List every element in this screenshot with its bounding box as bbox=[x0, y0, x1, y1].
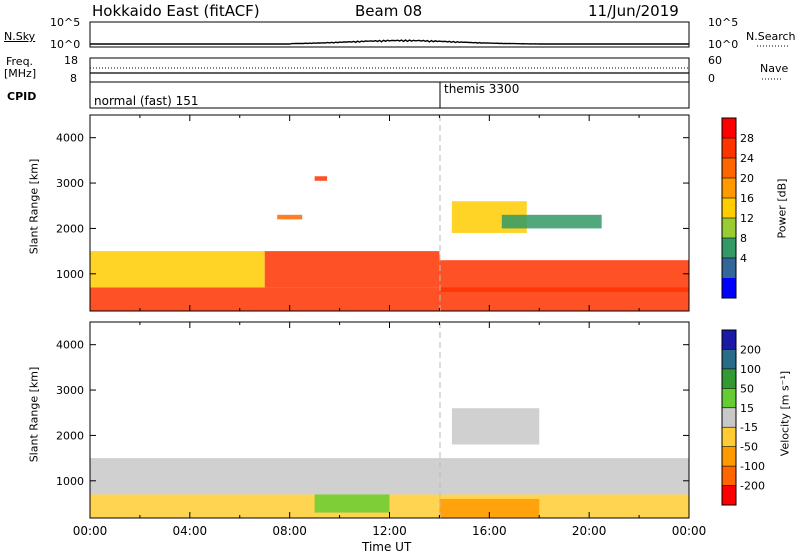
velocity-colorbar-tick-label: -100 bbox=[740, 460, 765, 473]
velocity-colorbar-swatch bbox=[722, 466, 736, 486]
x-tick-label: 20:00 bbox=[572, 524, 607, 538]
y-tick-label: 2000 bbox=[56, 429, 84, 442]
y-tick-label: 3000 bbox=[56, 177, 84, 190]
velocity-colorbar-swatch bbox=[722, 407, 736, 428]
power-colorbar-frame bbox=[721, 117, 737, 299]
velocity-colorbar-swatch bbox=[722, 446, 736, 467]
x-tick-label: 00:00 bbox=[73, 524, 108, 538]
noise-right-tick-top: 10^5 bbox=[708, 16, 739, 29]
velocity-colorbar-swatch bbox=[722, 349, 736, 369]
beam-title: Beam 08 bbox=[355, 2, 423, 20]
power-colorbar-swatch bbox=[722, 218, 736, 238]
power-colorbar-swatch bbox=[722, 138, 736, 158]
cpid-panel-frame bbox=[89, 81, 690, 109]
nave-label: Nave bbox=[760, 62, 789, 75]
velocity-colorbar-tick-label: 50 bbox=[740, 382, 754, 395]
cpid-label: CPID bbox=[7, 90, 37, 103]
x-tick-label: 12:00 bbox=[372, 524, 407, 538]
y-tick-label: 1000 bbox=[56, 268, 84, 281]
heat-region bbox=[439, 260, 689, 292]
heat-region bbox=[501, 214, 602, 229]
y-tick-label: 1000 bbox=[56, 475, 84, 488]
power-colorbar-tick-label: 20 bbox=[740, 172, 754, 185]
power-colorbar-swatch bbox=[722, 278, 736, 298]
power-colorbar-swatch bbox=[722, 118, 736, 138]
velocity-colorbar-tick-label: -15 bbox=[740, 421, 758, 434]
station-title: Hokkaido East (fitACF) bbox=[92, 2, 260, 20]
date-title: 11/Jun/2019 bbox=[588, 2, 679, 20]
cpid-mode-themis: themis 3300 bbox=[444, 82, 520, 96]
heat-region bbox=[314, 494, 390, 513]
power-colorbar-tick-label: 8 bbox=[740, 232, 747, 245]
velocity-heatmap bbox=[90, 408, 689, 518]
x-tick-label: 16:00 bbox=[472, 524, 507, 538]
noise-line bbox=[90, 39, 689, 45]
power-colorbar-tick-label: 24 bbox=[740, 152, 754, 165]
noise-right-tick-bottom: 10^0 bbox=[708, 38, 739, 51]
freq-panel-frame bbox=[89, 57, 690, 83]
power-colorbar-tick-label: 4 bbox=[740, 252, 747, 265]
noise-left-tick-bottom: 10^0 bbox=[50, 38, 81, 51]
noise-left-tick-top: 10^5 bbox=[50, 16, 81, 29]
power-colorbar-tick-label: 12 bbox=[740, 212, 754, 225]
power-colorbar-tick-label: 16 bbox=[740, 192, 754, 205]
noise-panel-frame bbox=[89, 21, 690, 48]
velocity-colorbar-tick-label: 15 bbox=[740, 402, 754, 415]
heat-region bbox=[451, 408, 540, 445]
y-tick-label: 3000 bbox=[56, 384, 84, 397]
velocity-colorbar-swatch bbox=[722, 388, 736, 408]
heat-region bbox=[90, 251, 265, 288]
x-tick-label: 08:00 bbox=[272, 524, 307, 538]
freq-left-tick-top: 18 bbox=[64, 54, 78, 67]
x-axis-label: Time UT bbox=[362, 540, 412, 554]
power-colorbar-swatch bbox=[722, 238, 736, 258]
heat-region bbox=[90, 458, 689, 495]
y-tick-label: 4000 bbox=[56, 339, 84, 352]
freq-right-tick-top: 60 bbox=[708, 54, 722, 67]
velocity-colorbar-tick-label: 200 bbox=[740, 343, 761, 356]
velocity-colorbar-frame bbox=[721, 329, 737, 506]
velocity-colorbar-tick-label: 100 bbox=[740, 363, 761, 376]
velocity-colorbar-tick-label: -50 bbox=[740, 441, 758, 454]
x-tick-label: 00:00 bbox=[672, 524, 707, 538]
noise-search-label: N.Search bbox=[746, 30, 796, 43]
freq-label-1: Freq. bbox=[6, 55, 34, 68]
power-colorbar-swatch bbox=[722, 258, 736, 278]
velocity-colorbar-swatch bbox=[722, 427, 736, 447]
velocity-colorbar-swatch bbox=[722, 330, 736, 350]
power-heatmap bbox=[90, 176, 689, 311]
power-colorbar-swatch bbox=[722, 178, 736, 198]
freq-left-tick-bottom: 8 bbox=[70, 72, 77, 85]
freq-label-2: [MHz] bbox=[4, 67, 37, 80]
heat-region bbox=[314, 176, 328, 181]
x-tick-label: 04:00 bbox=[173, 524, 208, 538]
cpid-mode-normal: normal (fast) 151 bbox=[94, 94, 199, 108]
heat-region bbox=[277, 214, 303, 220]
power-colorbar-swatch bbox=[722, 198, 736, 218]
power-colorbar-tick-label: 28 bbox=[740, 132, 754, 145]
velocity-colorbar-swatch bbox=[722, 485, 736, 505]
velocity-colorbar-tick-label: -200 bbox=[740, 480, 765, 493]
noise-sky-label: N.Sky bbox=[4, 30, 36, 43]
heat-region bbox=[90, 287, 689, 311]
axes: 1000 2000 3000 4000 1000 2000 3000 4000 00:00 04:… bbox=[56, 115, 706, 538]
velocity-colorbar-swatch bbox=[722, 368, 736, 389]
heat-region bbox=[439, 498, 540, 518]
colorbars: 28 24 20 16 12 8 4 200 100 50 15 -15 -50 -100 -200 bbox=[721, 117, 765, 506]
power-colorbar-swatch bbox=[722, 158, 736, 178]
y-tick-label: 4000 bbox=[56, 132, 84, 145]
noise-trace bbox=[90, 39, 689, 45]
freq-right-tick-bottom: 0 bbox=[708, 72, 715, 85]
heat-region bbox=[264, 251, 440, 288]
y-tick-label: 2000 bbox=[56, 222, 84, 235]
